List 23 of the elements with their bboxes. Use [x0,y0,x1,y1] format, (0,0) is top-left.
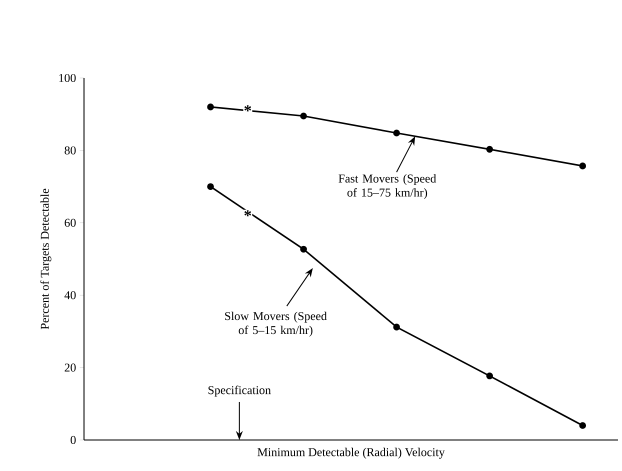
text: Fast Movers (Speed of 15–75 km/hr) [338,174,436,200]
y-tick-label: 60 [64,218,76,227]
point [300,246,307,253]
y-axis-title: Percent of Targets Detectable [40,188,52,330]
point [207,104,214,110]
point [300,112,307,120]
y-tick-label: 80 [64,146,76,154]
point [393,324,400,330]
point [207,183,214,190]
point [486,146,494,153]
x-axis-title: Minimum Detectable (Radial) Velocity [258,448,445,459]
annotation: Specification [208,386,271,397]
annotation: * [244,105,252,112]
y-tick-label: 40 [64,291,76,300]
y-tick-label: 20 [64,364,76,372]
point [486,372,494,380]
text: Slow Movers (Speed of 5–15 km/hr) [225,312,327,337]
point [579,422,586,429]
y-tick-label: 100 [59,74,76,82]
point [393,130,400,136]
y-tick-label: 0 [70,436,76,444]
point [579,162,586,170]
annotation: * [244,210,252,216]
